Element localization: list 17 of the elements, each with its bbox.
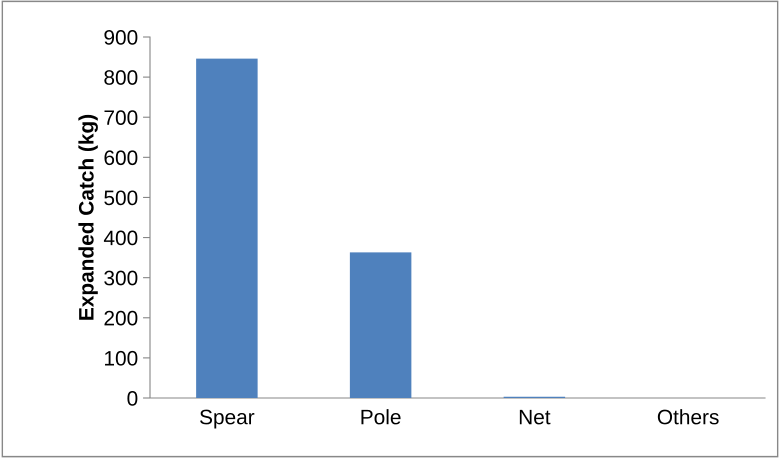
y-tick-label: 500 bbox=[104, 190, 138, 206]
y-tick-label: 700 bbox=[104, 110, 138, 125]
bar bbox=[196, 58, 258, 398]
y-tick-label: 400 bbox=[104, 230, 138, 246]
y-tick-label: 200 bbox=[104, 310, 138, 326]
x-tick-label: Pole bbox=[361, 409, 401, 424]
y-tick-label: 800 bbox=[104, 70, 138, 85]
y-tick-label: 900 bbox=[104, 30, 138, 45]
x-tick-label: Net bbox=[520, 410, 550, 424]
y-tick-label: 0 bbox=[127, 391, 138, 406]
x-tick-label: Others bbox=[658, 409, 719, 424]
y-tick-label: 100 bbox=[105, 350, 138, 366]
y-tick-label: 600 bbox=[104, 150, 138, 166]
y-axis-title: Expanded Catch (kg) bbox=[78, 114, 98, 320]
y-tick-label: 300 bbox=[104, 270, 138, 286]
x-tick-label: Spear bbox=[200, 410, 254, 429]
bar bbox=[350, 252, 412, 398]
